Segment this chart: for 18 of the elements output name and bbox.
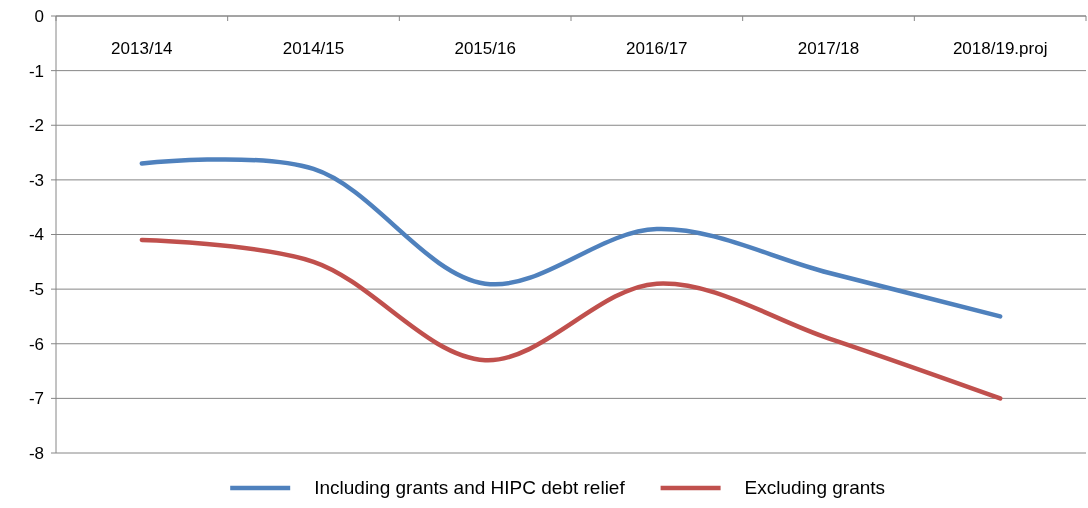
y-tick-label: -2 [28, 116, 44, 136]
y-tick-label: -3 [28, 170, 44, 190]
x-tick-label: 2016/17 [626, 39, 688, 58]
y-tick-label: 0 [34, 6, 44, 26]
line-series [139, 237, 1003, 401]
legend-label: Including grants and HIPC debt relief [314, 477, 626, 498]
y-tick-label: -7 [28, 389, 44, 409]
x-tick-label: 2018/19.proj [952, 39, 1048, 58]
y-tick-label: -8 [28, 443, 44, 463]
y-tick-label: -6 [28, 334, 44, 354]
y-tick-label: -5 [28, 280, 44, 300]
x-tick-label: 2014/15 [282, 39, 345, 58]
y-tick-label: -1 [28, 61, 44, 81]
legend-label: Excluding grants [744, 477, 886, 498]
x-tick-label: 2017/18 [797, 39, 860, 58]
x-tick-label: 2013/14 [111, 39, 173, 58]
y-tick-label: -4 [28, 225, 44, 245]
x-tick-label: 2015/16 [454, 39, 516, 58]
